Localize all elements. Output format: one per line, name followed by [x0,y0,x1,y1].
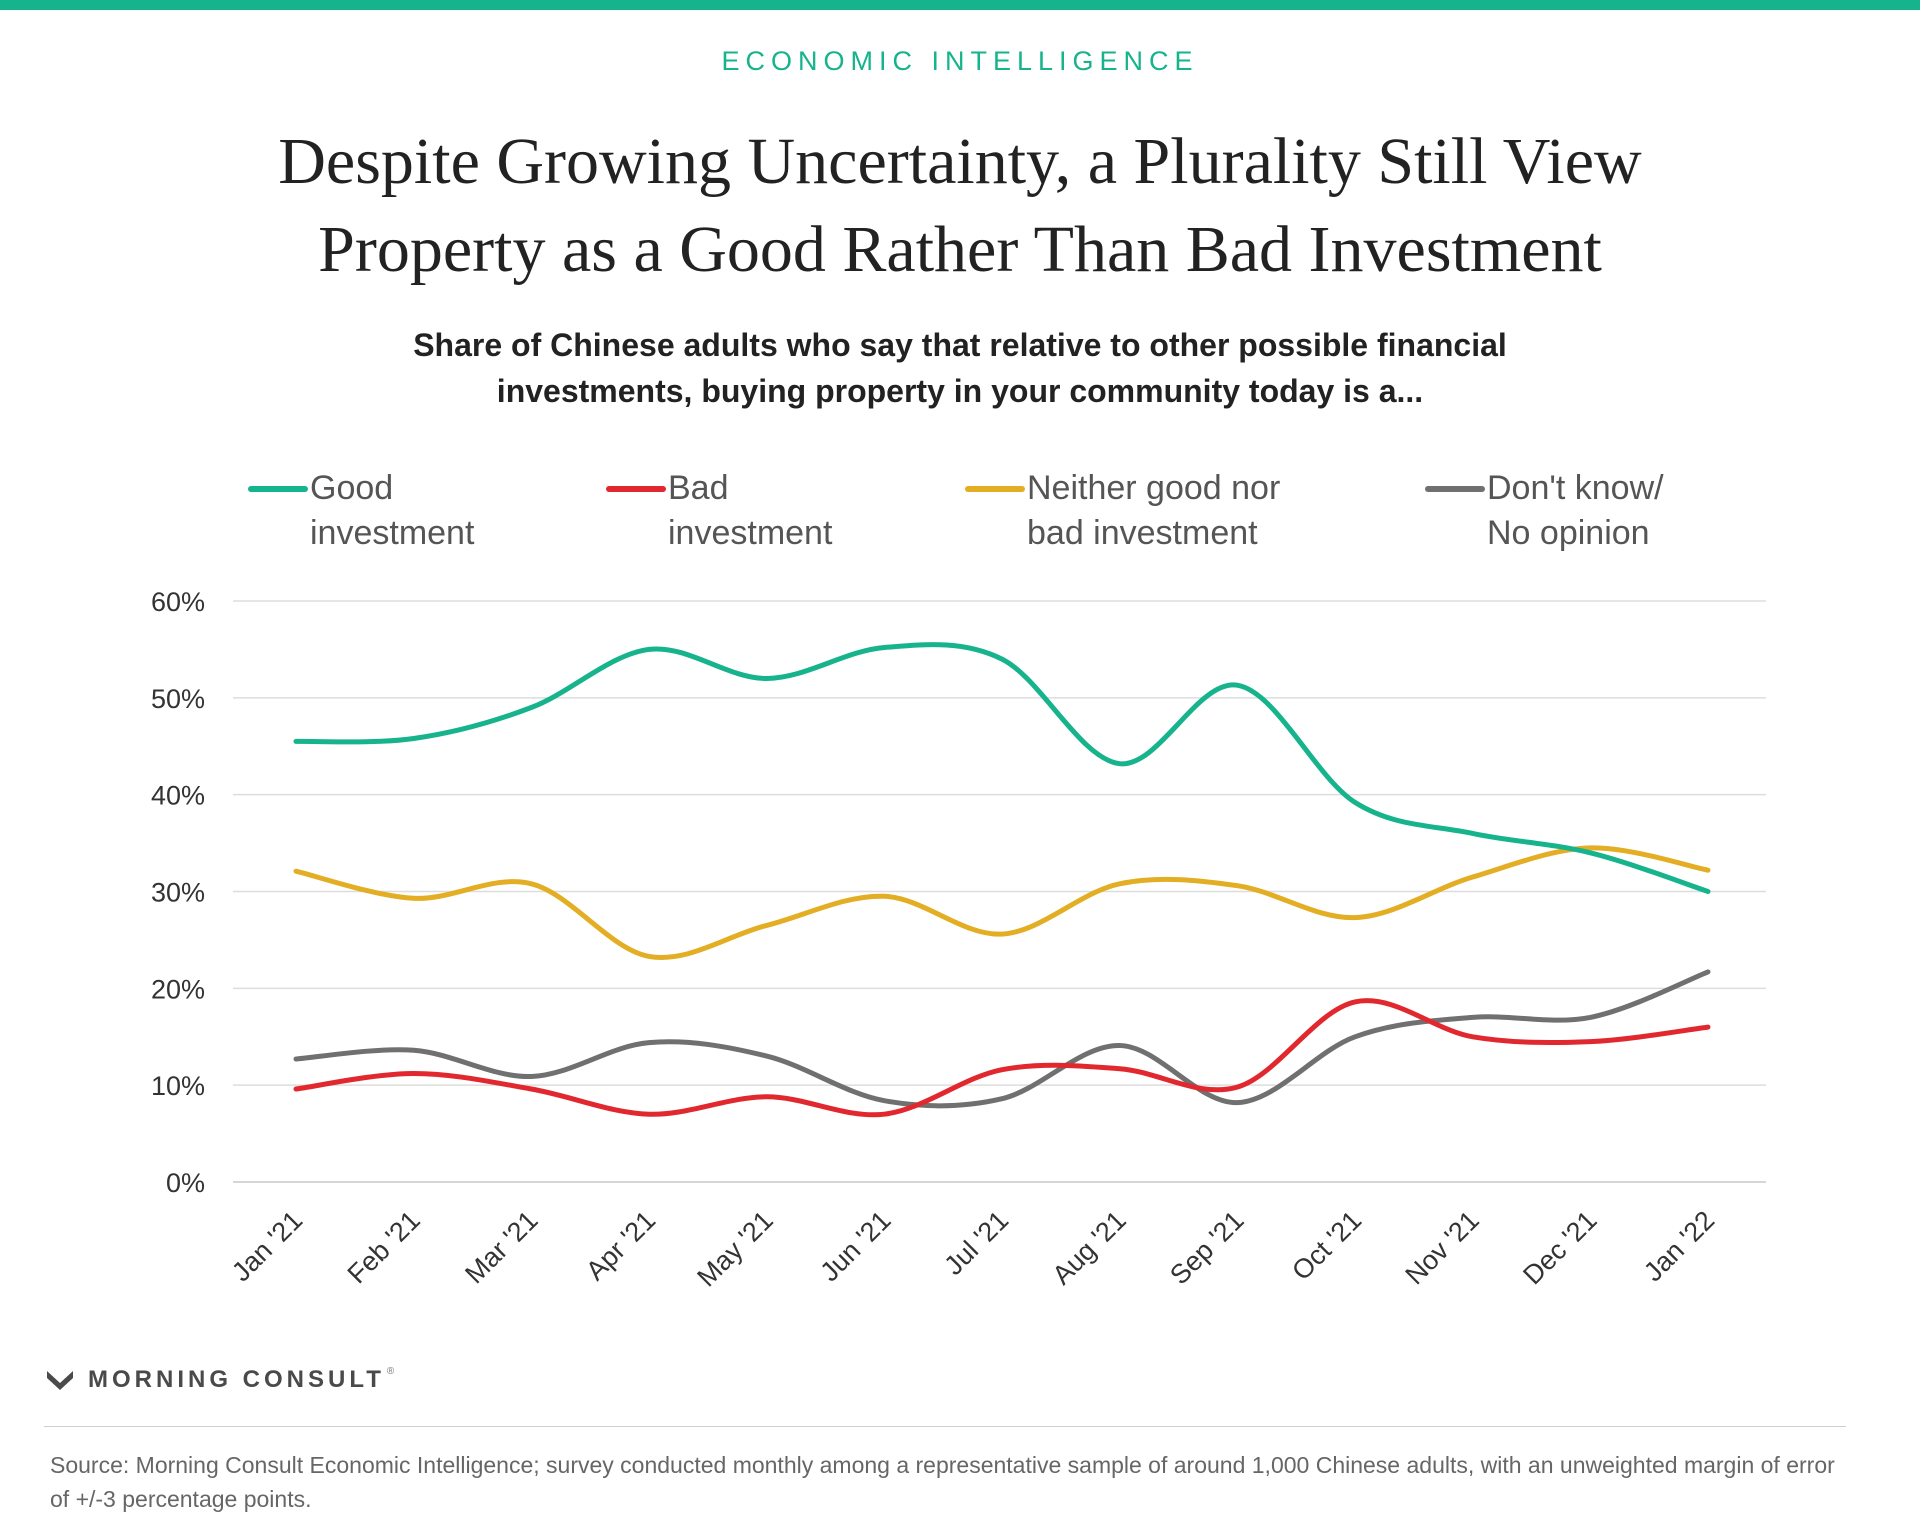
x-tick-label: Mar '21 [459,1205,543,1289]
x-tick-label: May '21 [691,1205,778,1292]
chart-title-line-2: Property as a Good Rather Than Bad Inves… [318,213,1602,286]
x-tick-label: Jul '21 [938,1205,1014,1281]
legend-swatch-bad [606,486,666,492]
chart-title: Despite Growing Uncertainty, a Plurality… [100,118,1820,294]
x-tick-label: Sep '21 [1164,1205,1249,1290]
legend-item-neither: Neither good nor bad investment [965,466,1280,556]
chart-subtitle: Share of Chinese adults who say that rel… [260,322,1660,414]
source-note: Source: Morning Consult Economic Intelli… [50,1452,1835,1512]
legend-swatch-neither [965,486,1025,492]
series-line [293,845,1711,960]
morning-consult-logo-icon [47,1371,73,1390]
brand-name: MORNING CONSULT [88,1366,385,1393]
legend-item-dont-know: Don't know/ No opinion [1425,466,1664,556]
morning-consult-brand: MORNING CONSULT ® [46,1366,394,1394]
y-tick-label: 30% [151,878,205,908]
section-kicker: ECONOMIC INTELLIGENCE [721,46,1199,76]
legend-label-bad: Bad investment [668,469,833,552]
x-tick-label: Nov '21 [1400,1205,1485,1290]
legend-swatch-dont-know [1425,486,1485,492]
chart-title-line-1: Despite Growing Uncertainty, a Plurality… [278,125,1642,198]
legend-label-dont-know: Don't know/ No opinion [1487,469,1664,552]
brand-registered-mark: ® [386,1366,395,1377]
x-tick-label: Jun '21 [814,1205,896,1287]
y-tick-label: 40% [151,781,205,811]
y-tick-label: 0% [166,1168,205,1198]
series-line [293,998,1711,1118]
legend-item-good: Good investment [248,466,474,556]
chart-subtitle-line-2: investments, buying property in your com… [496,373,1424,409]
legend-item-bad: Bad investment [606,466,832,556]
legend-label-good: Good investment [310,469,475,552]
chart-subtitle-line-1: Share of Chinese adults who say that rel… [413,327,1507,363]
x-tick-label: Dec '21 [1517,1205,1602,1290]
x-tick-label: Oct '21 [1286,1205,1367,1286]
series-line [293,642,1711,894]
y-tick-label: 50% [151,684,205,714]
x-tick-label: Aug '21 [1047,1205,1132,1290]
footer-divider [44,1426,1846,1427]
x-tick-label: Jan '22 [1638,1205,1720,1287]
series-line [293,969,1711,1109]
top-accent-bar [0,0,1920,10]
legend-label-neither: Neither good nor bad investment [1027,469,1281,552]
x-tick-label: Feb '21 [342,1205,426,1289]
y-tick-label: 10% [151,1071,205,1101]
y-tick-label: 60% [151,587,205,617]
legend-swatch-good [248,486,308,492]
x-tick-label: Jan '21 [226,1205,308,1287]
line-chart: 0% 10% 20% 30% 40% 50% 60% Jan '21 Feb '21 Mar '2… [151,587,1766,1293]
x-tick-label: Apr '21 [580,1205,661,1286]
y-tick-label: 20% [151,974,205,1004]
